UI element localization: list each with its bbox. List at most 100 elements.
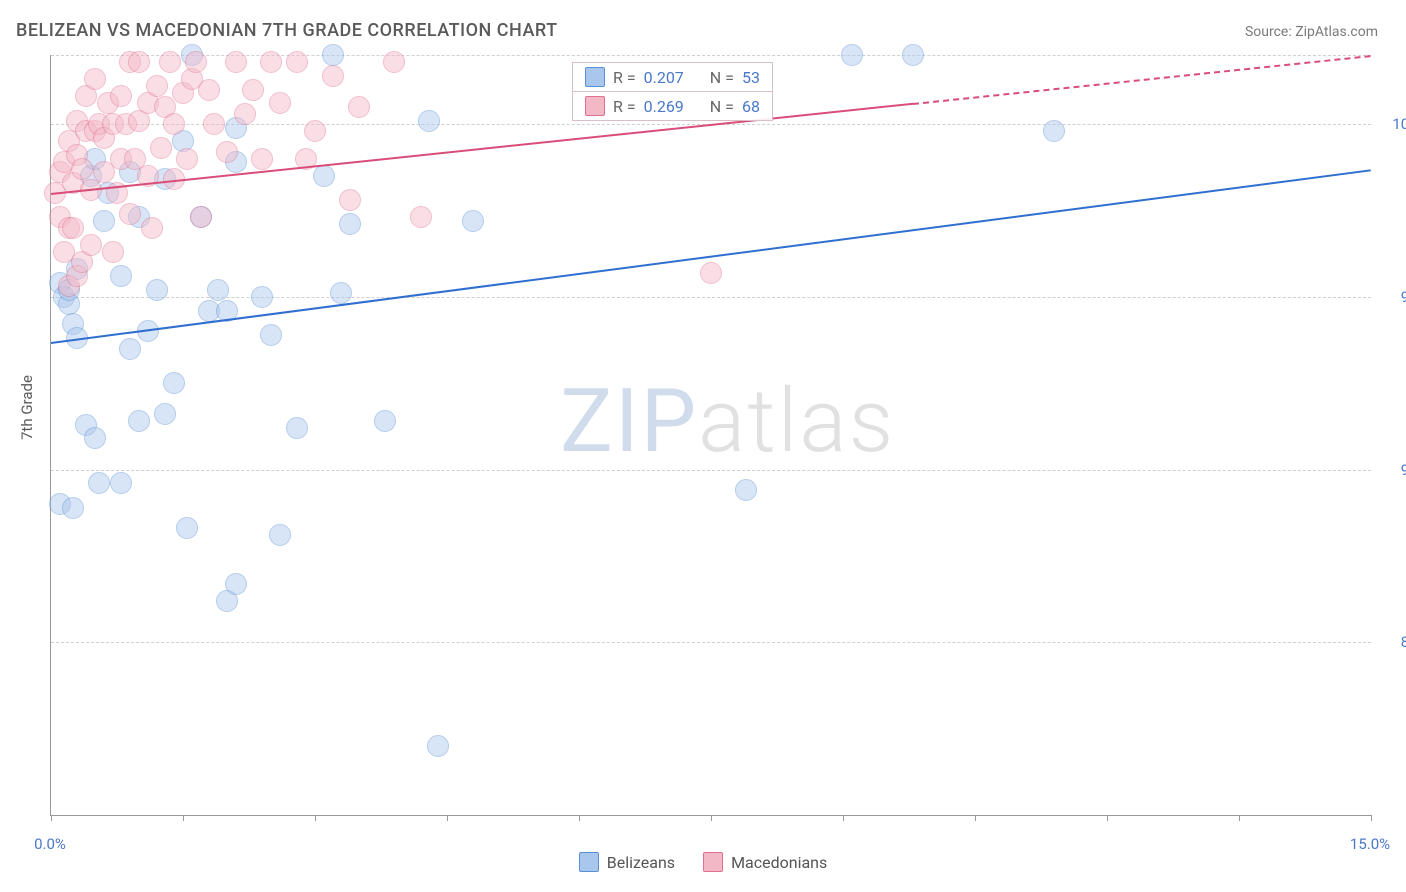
scatter-point-belizeans (251, 286, 273, 308)
source-label: Source: (1245, 24, 1295, 40)
scatter-point-belizeans (84, 427, 106, 449)
stats-row: R = 0.269 N = 68 (573, 91, 772, 120)
scatter-point-macedonians (110, 85, 132, 107)
scatter-point-macedonians (84, 68, 106, 90)
legend-label: Belizeans (607, 853, 675, 872)
scatter-point-belizeans (163, 372, 185, 394)
stats-n-value: 68 (742, 97, 760, 116)
scatter-point-macedonians (146, 75, 168, 97)
scatter-point-belizeans (146, 279, 168, 301)
scatter-point-macedonians (163, 113, 185, 135)
x-tick (711, 815, 712, 821)
gridline-h (51, 297, 1371, 298)
scatter-point-macedonians (410, 206, 432, 228)
source-link[interactable]: ZipAtlas.com (1295, 24, 1378, 40)
scatter-point-macedonians (242, 79, 264, 101)
y-tick-label: 85.0% (1381, 633, 1406, 651)
scatter-point-macedonians (260, 51, 282, 73)
y-tick-label: 100.0% (1381, 115, 1406, 133)
scatter-point-macedonians (322, 65, 344, 87)
scatter-point-macedonians (700, 262, 722, 284)
legend-item: Macedonians (703, 852, 827, 872)
scatter-point-belizeans (841, 44, 863, 66)
scatter-point-belizeans (207, 279, 229, 301)
stats-n-label: N = (710, 68, 734, 87)
x-tick-label: 0.0% (34, 835, 66, 853)
scatter-point-belizeans (1043, 120, 1065, 142)
stats-r-label: R = (613, 97, 636, 116)
stats-r-label: R = (613, 68, 636, 87)
y-axis-label: 7th Grade (18, 375, 36, 440)
scatter-point-macedonians (102, 241, 124, 263)
stats-r-value: 0.207 (644, 68, 684, 87)
scatter-point-macedonians (225, 51, 247, 73)
scatter-point-belizeans (110, 472, 132, 494)
chart-title: BELIZEAN VS MACEDONIAN 7TH GRADE CORRELA… (16, 20, 558, 41)
gridline-h (51, 642, 1371, 643)
scatter-point-belizeans (418, 110, 440, 132)
y-tick-label: 90.0% (1381, 461, 1406, 479)
source-attribution: Source: ZipAtlas.com (1245, 24, 1378, 40)
legend-swatch (585, 96, 605, 116)
scatter-point-macedonians (251, 148, 273, 170)
gridline-h (51, 470, 1371, 471)
x-tick (579, 815, 580, 821)
legend-item: Belizeans (579, 852, 675, 872)
scatter-point-belizeans (374, 410, 396, 432)
scatter-point-belizeans (154, 403, 176, 425)
scatter-point-belizeans (269, 524, 291, 546)
stats-legend-box: R = 0.207 N = 53 R = 0.269 N = 68 (572, 62, 773, 121)
y-tick-label: 95.0% (1381, 288, 1406, 306)
trendline-extrapolated (913, 55, 1371, 105)
scatter-point-belizeans (322, 44, 344, 66)
scatter-point-macedonians (141, 217, 163, 239)
scatter-point-belizeans (330, 282, 352, 304)
scatter-point-belizeans (62, 497, 84, 519)
trendline (51, 169, 1371, 344)
gridline-h (51, 55, 1371, 56)
scatter-point-macedonians (198, 79, 220, 101)
scatter-point-belizeans (128, 410, 150, 432)
x-tick (51, 815, 52, 821)
scatter-point-macedonians (383, 51, 405, 73)
x-tick-label: 15.0% (1350, 835, 1390, 853)
scatter-point-macedonians (190, 206, 212, 228)
scatter-point-macedonians (71, 158, 93, 180)
scatter-point-belizeans (313, 165, 335, 187)
scatter-point-macedonians (269, 92, 291, 114)
scatter-point-belizeans (93, 210, 115, 232)
legend-swatch (579, 852, 599, 872)
scatter-point-macedonians (203, 113, 225, 135)
stats-r-value: 0.269 (644, 97, 684, 116)
plot-area: 85.0%90.0%95.0%100.0% (50, 55, 1371, 816)
x-tick (447, 815, 448, 821)
scatter-point-macedonians (234, 103, 256, 125)
scatter-point-macedonians (150, 137, 172, 159)
scatter-point-belizeans (902, 44, 924, 66)
scatter-point-belizeans (110, 265, 132, 287)
scatter-point-macedonians (159, 51, 181, 73)
scatter-point-macedonians (286, 51, 308, 73)
scatter-point-macedonians (119, 203, 141, 225)
scatter-point-belizeans (286, 417, 308, 439)
x-tick (183, 815, 184, 821)
stats-n-label: N = (710, 97, 734, 116)
x-tick (1107, 815, 1108, 821)
scatter-point-macedonians (80, 234, 102, 256)
scatter-point-macedonians (176, 148, 198, 170)
x-tick (975, 815, 976, 821)
stats-row: R = 0.207 N = 53 (573, 63, 772, 91)
scatter-point-belizeans (176, 517, 198, 539)
x-tick (315, 815, 316, 821)
scatter-point-macedonians (216, 141, 238, 163)
legend-swatch (585, 67, 605, 87)
x-tick (1239, 815, 1240, 821)
scatter-point-belizeans (88, 472, 110, 494)
scatter-point-macedonians (339, 189, 361, 211)
bottom-legend: Belizeans Macedonians (0, 852, 1406, 872)
x-tick (843, 815, 844, 821)
scatter-point-belizeans (735, 479, 757, 501)
scatter-point-belizeans (225, 573, 247, 595)
stats-n-value: 53 (742, 68, 760, 87)
scatter-point-macedonians (128, 51, 150, 73)
